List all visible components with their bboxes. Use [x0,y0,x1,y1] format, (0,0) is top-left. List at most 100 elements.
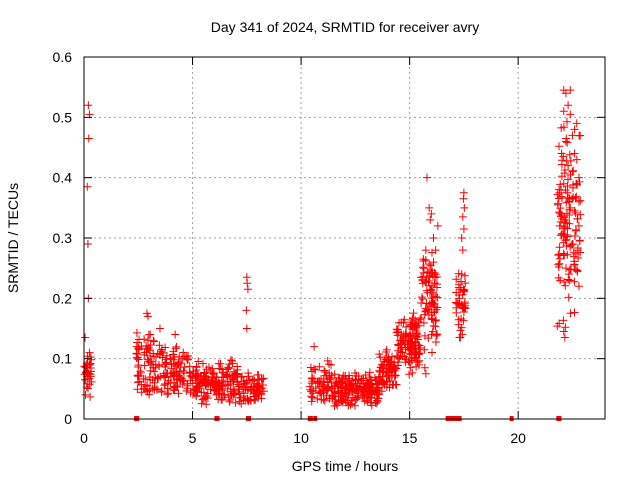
data-point [574,282,583,291]
data-point [85,380,94,389]
axis-ticks [83,56,605,420]
data-point [557,172,566,181]
data-point [161,373,170,382]
data-point [220,391,229,400]
data-point [384,355,393,364]
data-point [199,359,208,368]
data-point [214,359,223,368]
data-point [396,351,405,360]
data-point [428,327,437,336]
data-point [400,352,409,361]
data-point [166,378,175,387]
data-point [576,210,585,219]
data-point [84,134,93,143]
data-point [560,251,569,260]
data-point [172,366,181,375]
data-point [560,277,569,286]
data-point [219,382,228,391]
data-point [415,356,424,365]
chart-title: Day 341 of 2024, SRMTID for receiver avr… [211,19,479,35]
data-point [348,376,357,385]
data-point [361,383,370,392]
data-point [144,312,153,321]
data-point [242,324,251,333]
data-point [361,371,370,380]
data-point [202,400,211,409]
data-point [365,368,374,377]
data-point [430,299,439,308]
data-point [208,373,217,382]
data-point [421,369,430,378]
data-point [428,298,437,307]
data-point [161,358,170,367]
data-point [452,275,461,284]
data-point [308,393,317,402]
data-point [568,194,577,203]
data-point [171,330,180,339]
data-point [411,321,420,330]
data-point [402,322,411,331]
data-point [419,255,428,264]
data-point [566,110,575,119]
data-point [139,384,148,393]
data-point [161,380,170,389]
data-point [317,374,326,383]
data-point [403,336,412,345]
data-point [566,170,575,179]
data-point [315,362,324,371]
data-point [565,150,574,159]
data-point [459,194,468,203]
data-point [149,337,158,346]
data-point [394,340,403,349]
data-point [225,397,234,406]
data-point [215,387,224,396]
data-point [193,387,202,396]
data-point [322,386,331,395]
data-point [555,209,564,218]
data-point [192,392,201,401]
data-point [231,398,240,407]
data-point [553,200,562,209]
y-tick-label: 0 [64,411,72,427]
data-point [150,383,159,392]
data-point [230,389,239,398]
data-point [306,385,315,394]
data-point [140,348,149,357]
data-point [325,394,334,403]
data-point [407,318,416,327]
data-point [566,156,575,165]
data-point [417,293,426,302]
data-point [555,259,564,268]
data-point [194,382,203,391]
data-point [423,268,432,277]
data-point [555,221,564,230]
data-point [320,396,329,405]
data-point [409,314,418,323]
data-point [576,196,585,205]
data-point [136,367,145,376]
data-point [354,372,363,381]
data-point [574,173,583,182]
data-point [327,360,336,369]
data-point [330,370,339,379]
data-point [568,131,577,140]
x-tick-label: 10 [293,430,309,446]
data-point [575,237,584,246]
data-point [571,249,580,258]
data-point [198,395,207,404]
data-point [319,382,328,391]
data-point [217,373,226,382]
data-point [133,385,142,394]
data-point [243,285,252,294]
data-point [180,352,189,361]
data-point [320,366,329,375]
data-point [410,347,419,356]
data-point [243,394,252,403]
data-point [565,219,574,228]
data-point [359,390,368,399]
data-point [192,372,201,381]
data-point [418,294,427,303]
data-point [341,375,350,384]
data-point [562,209,571,218]
data-point [555,243,564,252]
